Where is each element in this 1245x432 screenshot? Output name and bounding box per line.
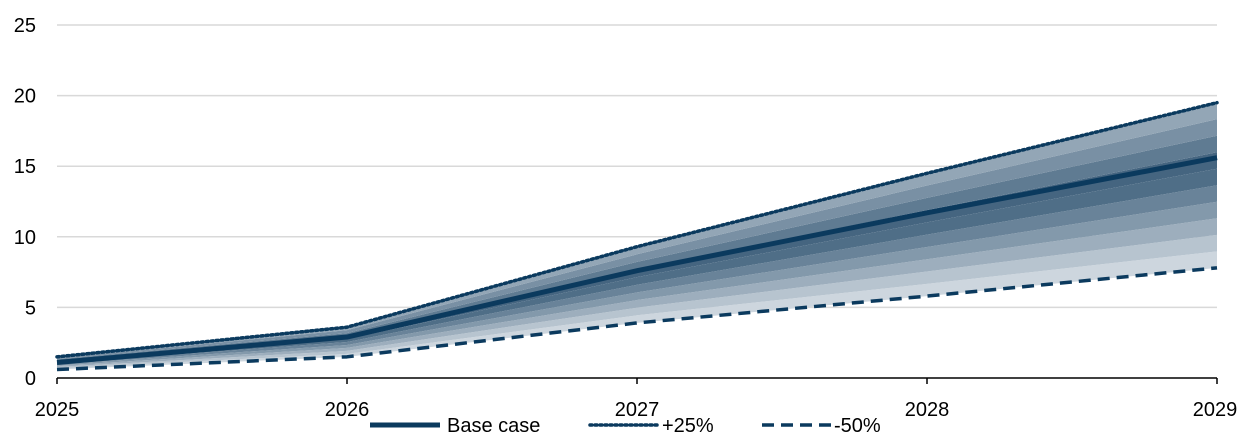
x-tick-label: 2028: [905, 399, 950, 421]
legend-item-1: +25%: [588, 415, 714, 432]
legend-label: Base case: [447, 415, 540, 432]
y-axis-ticks: 0 5 10 15 20 25: [14, 15, 36, 390]
x-tick-label: 2026: [325, 399, 370, 421]
x-axis-ticks: 2025 2026 2027 2028 2029: [35, 378, 1238, 421]
x-tick-label: 2029: [1193, 399, 1238, 421]
x-tick-label: 2025: [35, 399, 80, 421]
legend-label: +25%: [662, 415, 714, 432]
y-tick-label: 15: [14, 156, 36, 178]
series-line-0: [56, 155, 1218, 365]
y-tick-label: 5: [25, 297, 36, 319]
series-line-1: [55, 100, 1219, 359]
legend-item-0: Base case: [370, 415, 540, 432]
y-tick-label: 20: [14, 86, 36, 108]
y-tick-label: 0: [25, 368, 36, 390]
legend-label: -50%: [834, 415, 881, 432]
legend: Base case +25% -50%: [370, 415, 881, 432]
x-tick-label: 2027: [615, 399, 660, 421]
y-tick-label: 10: [14, 227, 36, 249]
series-lines: [55, 100, 1219, 372]
legend-item-2: -50%: [762, 415, 881, 432]
series-line-2: [56, 266, 1218, 372]
y-tick-label: 25: [14, 15, 36, 37]
